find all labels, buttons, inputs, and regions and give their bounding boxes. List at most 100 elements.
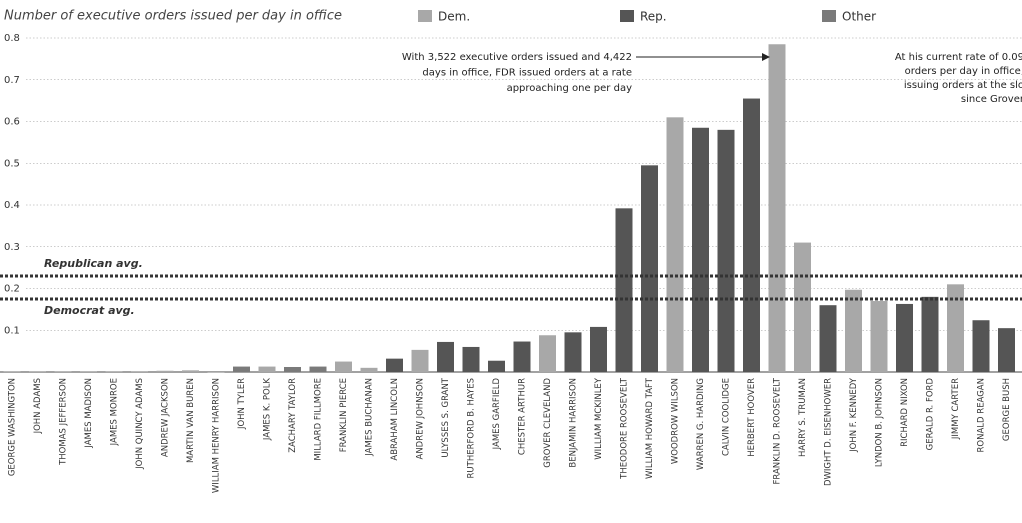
- x-tick-label: JAMES GARFIELD: [492, 378, 502, 451]
- annotation: With 3,522 executive orders issued and 4…: [402, 52, 632, 63]
- x-tick-label: JOHN QUINCY ADAMS: [135, 378, 145, 470]
- annotation: since Grover: [961, 94, 1022, 105]
- x-tick-label: GROVER CLEVELAND: [543, 378, 553, 468]
- x-tick-label: ZACHARY TAYLOR: [288, 378, 298, 453]
- y-tick-label: 0.2: [4, 284, 20, 295]
- x-tick-label: WARREN G. HARDING: [696, 378, 706, 470]
- annotation: days in office, FDR issued orders at a r…: [422, 68, 632, 79]
- y-tick-label: 0.7: [4, 75, 20, 86]
- x-tick-label: FRANKLIN D. ROOSEVELT: [773, 377, 783, 484]
- bar: [488, 360, 505, 372]
- y-tick-label: 0.8: [4, 33, 20, 44]
- chart-title: Number of executive orders issued per da…: [4, 9, 342, 24]
- bar: [233, 366, 250, 372]
- x-tick-label: THEODORE ROOSEVELT: [620, 377, 630, 480]
- legend-label: Dem.: [438, 10, 470, 24]
- bar: [182, 370, 199, 372]
- bar: [3, 371, 21, 373]
- y-tick-label: 0.3: [4, 242, 20, 253]
- bar: [692, 127, 709, 372]
- x-tick-label: ABRAHAM LINCOLN: [390, 378, 400, 461]
- bar: [564, 332, 582, 372]
- bar: [54, 371, 72, 373]
- x-tick-label: GEORGE BUSH: [1002, 378, 1012, 441]
- bar: [105, 371, 123, 373]
- bar: [947, 284, 964, 372]
- bar: [29, 371, 46, 373]
- bar: [641, 165, 658, 372]
- legend-swatch: [620, 10, 634, 22]
- bar: [258, 366, 276, 372]
- x-tick-label: THOMAS JEFFERSON: [59, 378, 69, 466]
- x-tick-label: GERALD R. FORD: [926, 378, 936, 451]
- x-tick-label: JOHN TYLER: [237, 378, 247, 430]
- x-tick-label: ANDREW JOHNSON: [416, 378, 426, 460]
- bar: [437, 341, 454, 372]
- bar: [80, 371, 97, 373]
- x-tick-label: RONALD REAGAN: [977, 378, 987, 452]
- y-tick-label: 0.6: [4, 117, 20, 128]
- legend-swatch: [418, 10, 432, 22]
- y-tick-label: 0.4: [4, 200, 20, 211]
- x-tick-label: JIMMY CARTER: [951, 378, 961, 440]
- x-tick-label: ANDREW JACKSON: [161, 378, 171, 457]
- bar: [590, 326, 607, 372]
- x-tick-label: CHESTER ARTHUR: [518, 378, 528, 455]
- bar: [284, 366, 301, 372]
- x-tick-label: JAMES BUCHANAN: [365, 378, 375, 457]
- x-tick-label: JOHN ADAMS: [33, 378, 43, 434]
- reference-label: Republican avg.: [44, 257, 143, 270]
- x-tick-label: JAMES K. POLK: [263, 378, 273, 442]
- x-tick-label: JAMES MADISON: [84, 378, 94, 449]
- bar: [845, 289, 862, 372]
- y-tick-label: 0.5: [4, 158, 20, 169]
- annotation: At his current rate of 0.09: [895, 52, 1022, 63]
- x-tick-label: ULYSSES S. GRANT: [441, 377, 451, 457]
- annotation: issuing orders at the slo: [904, 80, 1022, 91]
- x-tick-label: GEORGE WASHINGTON: [8, 378, 18, 476]
- bar: [615, 208, 633, 372]
- bar: [539, 335, 556, 372]
- x-tick-label: JOHN F. KENNEDY: [849, 377, 859, 453]
- bar: [131, 371, 148, 373]
- legend-swatch: [822, 10, 836, 22]
- x-tick-label: CALVIN COOLIDGE: [722, 378, 732, 456]
- bar: [513, 341, 531, 372]
- bar: [666, 117, 684, 372]
- x-tick-label: FRANKLIN PIERCE: [339, 378, 349, 452]
- x-tick-label: RUTHERFORD B. HAYES: [467, 378, 477, 478]
- bar: [360, 367, 378, 372]
- bar: [870, 301, 888, 372]
- bar: [743, 98, 760, 372]
- annotation: orders per day in office,: [905, 66, 1022, 77]
- bar: [819, 305, 837, 372]
- x-tick-label: DWIGHT D. EISENHOWER: [824, 378, 834, 486]
- x-tick-label: WILLIAM MCKINLEY: [594, 377, 604, 460]
- bar: [717, 129, 735, 372]
- x-tick-label: JAMES MONROE: [110, 378, 120, 446]
- x-tick-label: WOODROW WILSON: [671, 378, 681, 464]
- bar: [972, 320, 990, 372]
- arrow-head: [762, 53, 770, 61]
- x-tick-label: WILLIAM HENRY HARRISON: [212, 378, 222, 493]
- bar: [335, 361, 352, 372]
- x-tick-label: LYNDON B. JOHNSON: [875, 378, 885, 467]
- bar: [794, 242, 811, 372]
- bar: [207, 372, 225, 373]
- bar: [896, 303, 913, 372]
- y-tick-label: 0.1: [4, 325, 20, 336]
- bar: [309, 366, 327, 372]
- bar: [768, 44, 786, 372]
- x-tick-label: BENJAMIN HARRISON: [569, 378, 579, 468]
- bar: [921, 296, 939, 372]
- x-tick-label: HERBERT HOOVER: [747, 378, 757, 457]
- bar: [386, 358, 403, 372]
- x-tick-label: WILLIAM HOWARD TAFT: [645, 377, 655, 479]
- x-tick-label: MARTIN VAN BUREN: [186, 378, 196, 463]
- legend-label: Other: [842, 10, 876, 24]
- reference-label: Democrat avg.: [44, 304, 135, 317]
- x-tick-label: MILLARD FILLMORE: [314, 378, 324, 461]
- x-tick-label: RICHARD NIXON: [900, 378, 910, 447]
